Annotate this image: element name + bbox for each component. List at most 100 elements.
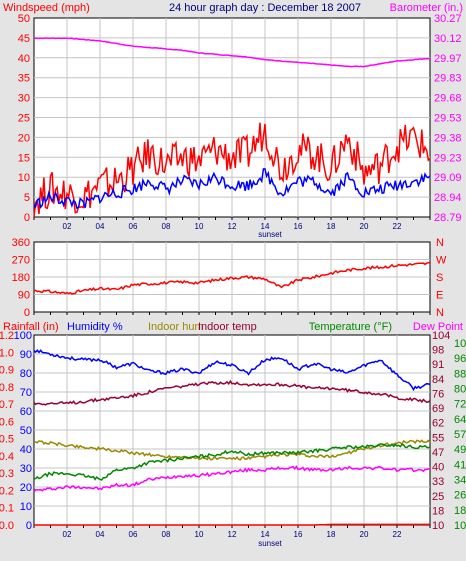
rainfall-tick-label: 0.9 (0, 365, 14, 377)
climate-x-tick-label: 04 (96, 530, 105, 539)
barometer-tick-label: 28.94 (434, 192, 462, 204)
rainfall-tick-label: 0.3 (0, 468, 14, 480)
humidity-tick-label: 0 (26, 520, 32, 532)
wind-chart-title: 24 hour graph day : December 18 2007 (169, 2, 361, 14)
temperature-tick-label: 49 (454, 444, 466, 456)
wind-sunset-label: sunset (258, 230, 282, 239)
humidity-tick-label: 40 (20, 444, 32, 456)
direction-degree-tick-label: 90 (18, 290, 30, 302)
windspeed-tick-label: 20 (18, 132, 30, 144)
humidity-tick-label: 30 (20, 463, 32, 475)
windspeed-tick-label: 30 (18, 93, 30, 105)
climate-x-tick-label: 20 (360, 530, 369, 539)
indoor-temp-tick-label: 47 (432, 447, 444, 459)
direction-compass-tick-label: S (436, 272, 443, 284)
climate-x-tick-label: 10 (195, 530, 204, 539)
wind-x-tick-label: 06 (129, 222, 138, 231)
rainfall-tick-label: 1.2 (0, 330, 14, 342)
legend-dew-point: Dew Point (413, 321, 463, 333)
series-indoor-temp-line (33, 379, 431, 406)
rainfall-tick-label: 0.7 (0, 399, 14, 411)
rainfall-tick-label: 0.1 (0, 503, 14, 515)
barometer-tick-label: 29.68 (434, 93, 462, 105)
indoor-temp-tick-label: 104 (432, 330, 450, 342)
windspeed-tick-label: 40 (18, 53, 30, 65)
windspeed-tick-label: 5 (24, 192, 30, 204)
indoor-temp-tick-label: 33 (432, 476, 444, 488)
temperature-tick-label: 26 (454, 490, 466, 502)
climate-x-tick-label: 08 (162, 530, 171, 539)
wind-x-tick-label: 20 (360, 222, 369, 231)
direction-degree-tick-label: 270 (12, 255, 30, 267)
windspeed-axis-title: Windspeed (mph) (3, 2, 90, 14)
climate-x-tick-label: 06 (129, 530, 138, 539)
barometer-tick-label: 28.79 (434, 212, 462, 224)
temperature-tick-label: 41 (454, 459, 466, 471)
wind-x-tick-label: 04 (96, 222, 105, 231)
wind-x-tick-label: 08 (162, 222, 171, 231)
rainfall-tick-label: 1.0 (0, 347, 14, 359)
humidity-tick-label: 70 (20, 387, 32, 399)
climate-x-tick-label: 18 (327, 530, 336, 539)
legend-temperature: Temperature (°F) (309, 321, 392, 333)
windspeed-tick-label: 25 (18, 113, 30, 125)
indoor-temp-tick-label: 91 (432, 359, 444, 371)
humidity-tick-label: 20 (20, 482, 32, 494)
direction-compass-tick-label: E (436, 290, 443, 302)
indoor-temp-tick-label: 18 (432, 505, 444, 517)
temperature-tick-label: 88 (454, 368, 466, 380)
legend-indoor-temp: Indoor temp (198, 321, 257, 333)
rainfall-tick-label: 0.2 (0, 485, 14, 497)
legend-humidity: Humidity % (67, 321, 123, 333)
windspeed-tick-label: 0 (24, 212, 30, 224)
series-barometer-line (33, 37, 431, 68)
humidity-tick-label: 10 (20, 501, 32, 513)
windspeed-tick-label: 45 (18, 33, 30, 45)
wind-x-tick-label: 16 (294, 222, 303, 231)
rainfall-tick-label: 0.0 (0, 520, 14, 532)
wind-x-tick-label: 10 (195, 222, 204, 231)
windspeed-tick-label: 35 (18, 73, 30, 85)
indoor-temp-tick-label: 76 (432, 388, 444, 400)
series-rainfall-in-line (34, 523, 430, 526)
series-dew-point-line (33, 465, 431, 493)
barometer-tick-label: 29.23 (434, 152, 462, 164)
temperature-tick-label: 34 (454, 475, 466, 487)
windspeed-tick-label: 15 (18, 152, 30, 164)
indoor-temp-tick-label: 84 (432, 374, 444, 386)
wind-x-tick-label: 22 (393, 222, 402, 231)
series-wind-average-line (33, 168, 431, 210)
barometer-axis-title: Barometer (in.) (390, 2, 463, 14)
direction-degree-tick-label: 360 (12, 237, 30, 249)
direction-degree-tick-label: 0 (24, 307, 30, 319)
humidity-tick-label: 50 (20, 425, 32, 437)
barometer-tick-label: 29.53 (434, 113, 462, 125)
indoor-temp-tick-label: 40 (432, 462, 444, 474)
barometer-tick-label: 29.38 (434, 132, 462, 144)
humidity-tick-label: 90 (20, 349, 32, 361)
barometer-tick-label: 29.97 (434, 53, 462, 65)
climate-x-tick-label: 14 (261, 530, 270, 539)
indoor-temp-tick-label: 69 (432, 403, 444, 415)
indoor-temp-tick-label: 62 (432, 418, 444, 430)
indoor-temp-tick-label: 55 (432, 432, 444, 444)
legend-rainfall-in: Rainfall (in) (3, 321, 59, 333)
humidity-tick-label: 80 (20, 368, 32, 380)
indoor-temp-tick-label: 98 (432, 345, 444, 357)
series-wind-direction-line (33, 261, 431, 295)
indoor-temp-tick-label: 25 (432, 491, 444, 503)
barometer-tick-label: 30.27 (434, 13, 462, 25)
barometer-tick-label: 29.83 (434, 73, 462, 85)
rainfall-tick-label: 0.6 (0, 416, 14, 428)
wind-x-tick-label: 14 (261, 222, 270, 231)
climate-x-tick-label: 16 (294, 530, 303, 539)
windspeed-tick-label: 50 (18, 13, 30, 25)
rainfall-tick-label: 0.5 (0, 434, 14, 446)
series-temperature-f-line (33, 443, 431, 481)
climate-x-tick-label: 22 (393, 530, 402, 539)
temperature-tick-label: 64 (454, 414, 466, 426)
direction-degree-tick-label: 180 (12, 272, 30, 284)
climate-x-tick-label: 02 (63, 530, 72, 539)
